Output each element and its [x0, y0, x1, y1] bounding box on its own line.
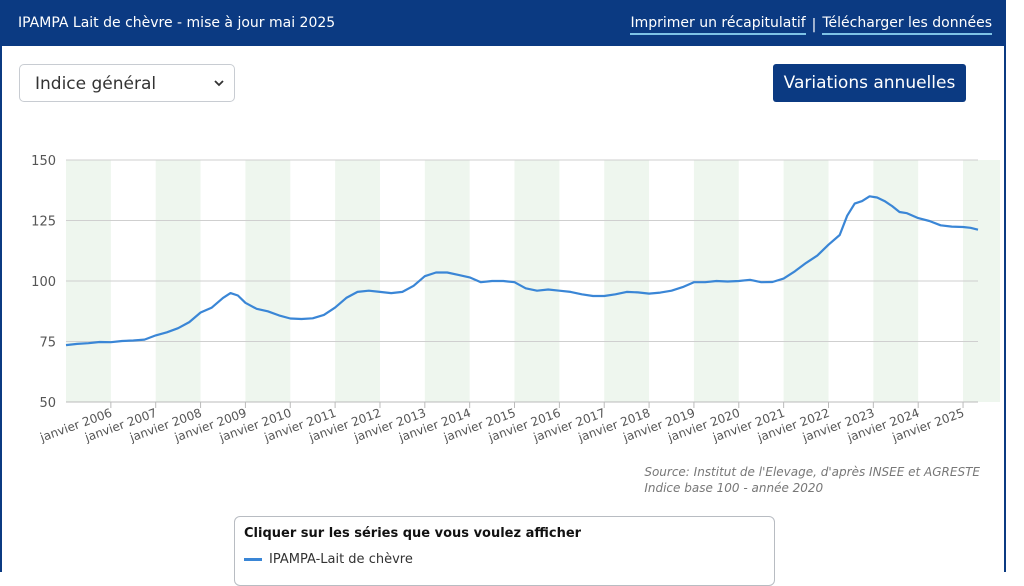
index-select[interactable]: Indice général — [19, 64, 235, 102]
y-tick-label: 150 — [31, 154, 56, 169]
source-line: Source: Institut de l'Elevage, d'après I… — [644, 465, 980, 479]
y-tick-label: 125 — [31, 215, 56, 230]
index-select-value: Indice général — [35, 74, 157, 94]
y-tick-label: 50 — [39, 396, 56, 411]
print-summary-link[interactable]: Imprimer un récapitulatif — [630, 15, 806, 35]
legend-item-series[interactable]: IPAMPA-Lait de chèvre — [244, 552, 413, 567]
top-bar: IPAMPA Lait de chèvre - mise à jour mai … — [0, 0, 1006, 46]
chart-source: Source: Institut de l'Elevage, d'après I… — [644, 464, 980, 496]
link-separator: | — [811, 17, 817, 33]
base-line: Indice base 100 - année 2020 — [644, 481, 824, 495]
annual-variations-button[interactable]: Variations annuelles — [773, 64, 966, 102]
y-tick-label: 100 — [31, 275, 56, 290]
header-links: Imprimer un récapitulatif | Télécharger … — [630, 15, 992, 35]
page-title: IPAMPA Lait de chèvre - mise à jour mai … — [18, 15, 336, 31]
legend-swatch — [244, 558, 262, 561]
chevron-down-icon — [214, 80, 224, 87]
series-line-0 — [65, 195, 979, 347]
legend-title: Cliquer sur les séries que vous voulez a… — [244, 526, 582, 541]
legend-series-label: IPAMPA-Lait de chèvre — [269, 552, 413, 567]
y-tick-label: 75 — [39, 336, 56, 351]
legend-box: Cliquer sur les séries que vous voulez a… — [234, 516, 775, 586]
download-data-link[interactable]: Télécharger les données — [822, 15, 992, 35]
